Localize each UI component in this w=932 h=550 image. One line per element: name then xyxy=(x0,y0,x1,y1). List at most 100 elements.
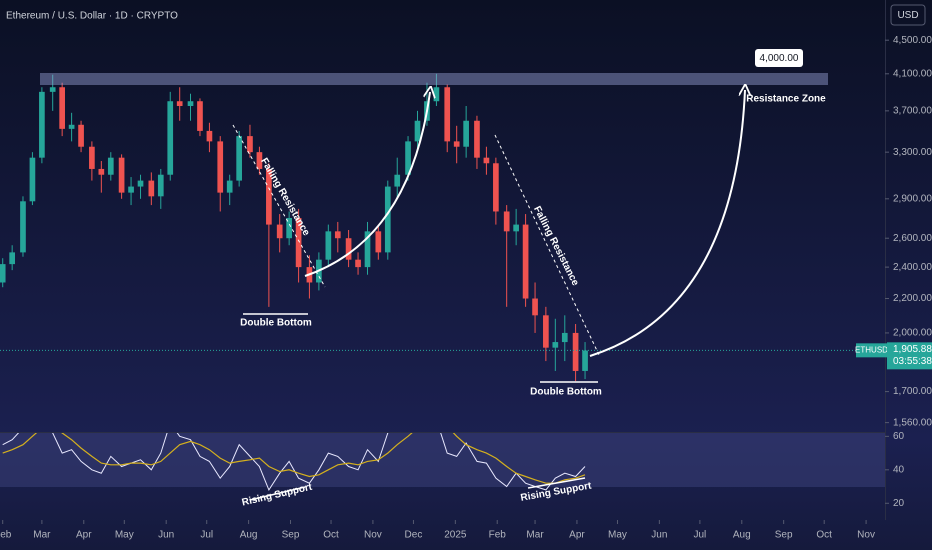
x-tick-label: Jun xyxy=(651,530,667,541)
last-price-label: 1,905.88 xyxy=(893,344,932,355)
candle-body xyxy=(463,120,469,147)
candle-body xyxy=(384,186,391,253)
candle-body xyxy=(325,231,332,260)
y-tick-label: 2,200.00 xyxy=(893,293,932,304)
candle-body xyxy=(364,231,371,268)
x-tick-label: Jun xyxy=(158,530,174,541)
candle-body xyxy=(20,201,26,253)
x-tick-label: May xyxy=(608,530,627,541)
candle-body xyxy=(474,120,480,158)
candle-body xyxy=(0,264,6,283)
rsi-line xyxy=(2,433,586,491)
price-pane xyxy=(0,73,885,382)
rising-support-line xyxy=(249,486,306,501)
resistance-zone-label: Resistance Zone xyxy=(746,94,826,105)
candle-body xyxy=(256,152,263,169)
candle-body xyxy=(247,136,253,153)
rsi-ma-line xyxy=(2,433,586,484)
y-tick-label: 2,400.00 xyxy=(893,262,932,273)
candle-body xyxy=(176,101,183,107)
x-tick-label: 2025 xyxy=(444,530,467,541)
x-tick-label: May xyxy=(115,530,134,541)
rsi-tick-label: 60 xyxy=(893,431,905,442)
candle-body xyxy=(167,101,174,175)
rsi-tick-label: 20 xyxy=(893,498,905,509)
rising-support-line xyxy=(527,477,586,489)
candle-body xyxy=(453,141,460,147)
x-tick-label: Jul xyxy=(200,530,213,541)
candle-body xyxy=(266,168,272,225)
falling-resistance-line xyxy=(494,134,601,358)
y-tick-label: 2,000.00 xyxy=(893,328,932,339)
x-tick-label: Mar xyxy=(33,530,51,541)
candle-body xyxy=(236,136,242,181)
y-tick-label: 4,100.00 xyxy=(893,68,932,79)
x-tick-label: Sep xyxy=(775,530,793,541)
currency-button[interactable] xyxy=(890,4,926,26)
candle-body xyxy=(513,224,519,232)
double-bottom-label: Double Bottom xyxy=(530,387,602,398)
x-tick-label: Feb xyxy=(489,530,507,541)
arrow xyxy=(589,90,745,357)
currency-label[interactable]: USD xyxy=(897,10,918,21)
symbol-label: ETHUSD xyxy=(855,345,888,354)
x-tick-label: Dec xyxy=(405,530,423,541)
candle-body xyxy=(405,141,411,175)
chart-title: Ethereum / U.S. Dollar · 1D · CRYPTO xyxy=(6,11,178,22)
double-bottom-label: Double Bottom xyxy=(240,318,312,329)
x-tick-label: Nov xyxy=(857,530,875,541)
x-tick-label: Oct xyxy=(816,530,832,541)
candle-body xyxy=(286,217,292,239)
target-box xyxy=(755,49,803,67)
y-tick-label: 3,300.00 xyxy=(893,147,932,158)
x-tick-label: Apr xyxy=(569,530,585,541)
candle-body xyxy=(582,350,588,371)
candle-body xyxy=(572,332,579,371)
target-label: 4,000.00 xyxy=(760,53,799,64)
candle-body xyxy=(543,315,549,348)
candle-body xyxy=(98,168,105,175)
x-tick-label: Nov xyxy=(364,530,382,541)
falling-resistance-line xyxy=(232,124,326,288)
candle-body xyxy=(394,174,401,187)
candle-body xyxy=(532,298,538,316)
x-tick-label: Feb xyxy=(0,530,12,541)
y-tick-label: 3,700.00 xyxy=(893,105,932,116)
candle-body xyxy=(355,259,361,268)
candle-body xyxy=(226,180,233,193)
candle-body xyxy=(345,238,352,260)
arrow xyxy=(304,92,430,277)
x-tick-label: Mar xyxy=(526,530,544,541)
x-tick-label: Apr xyxy=(76,530,92,541)
candle-body xyxy=(561,332,568,343)
candle-body xyxy=(118,157,125,193)
candle-body xyxy=(148,180,155,197)
candle-body xyxy=(375,231,382,253)
candle-body xyxy=(107,157,114,175)
candle-body xyxy=(414,120,421,142)
candle-body xyxy=(493,163,499,212)
y-tick-label: 4,500.00 xyxy=(893,35,932,46)
candle-body xyxy=(197,101,203,131)
x-tick-label: Oct xyxy=(323,530,339,541)
candle-body xyxy=(276,224,283,239)
x-tick-label: Jul xyxy=(693,530,706,541)
candle-body xyxy=(552,342,559,348)
symbol-badge xyxy=(856,343,887,358)
candle-body xyxy=(206,130,213,142)
candle-body xyxy=(9,252,15,265)
rsi-pane xyxy=(2,433,586,491)
rsi-band xyxy=(0,433,885,487)
candle-body xyxy=(137,180,144,187)
candle-body xyxy=(522,224,529,299)
resistance-band xyxy=(40,73,828,85)
candle-body xyxy=(444,87,451,142)
rsi-tick-label: 40 xyxy=(893,464,905,475)
candle-body xyxy=(59,87,65,129)
candle-body xyxy=(157,174,164,197)
candle-body xyxy=(433,87,440,102)
y-tick-label: 1,560.00 xyxy=(893,417,932,428)
last-price-box xyxy=(887,342,932,370)
